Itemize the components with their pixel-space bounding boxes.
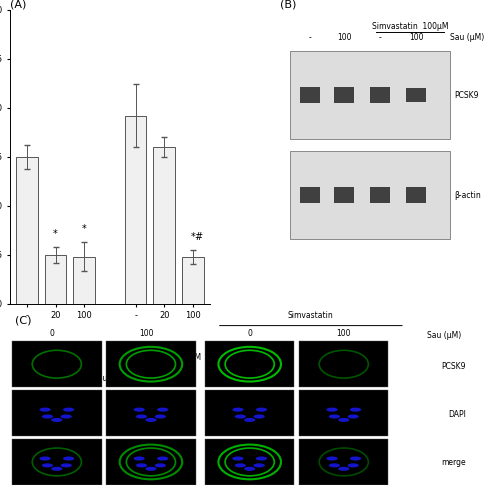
Circle shape <box>133 408 145 412</box>
Text: β-actin: β-actin <box>454 191 481 199</box>
Circle shape <box>326 408 338 412</box>
Text: DAPI: DAPI <box>448 410 466 419</box>
Bar <box>125 116 147 304</box>
Text: (B): (B) <box>280 0 296 9</box>
Bar <box>153 147 175 304</box>
Bar <box>370 187 390 203</box>
Bar <box>12 439 101 485</box>
Circle shape <box>133 457 145 461</box>
Circle shape <box>244 418 255 422</box>
Text: 100: 100 <box>337 329 351 338</box>
Text: 100: 100 <box>409 33 423 42</box>
Circle shape <box>326 457 338 461</box>
Bar <box>300 87 320 103</box>
Circle shape <box>157 457 169 461</box>
Text: PCSK9: PCSK9 <box>454 91 479 99</box>
Text: PCSK9: PCSK9 <box>441 362 466 371</box>
Circle shape <box>329 415 340 418</box>
Circle shape <box>253 464 265 467</box>
Circle shape <box>256 457 267 461</box>
Circle shape <box>256 408 267 412</box>
Circle shape <box>350 457 361 461</box>
Text: #: # <box>194 232 202 242</box>
Text: *: * <box>191 232 195 242</box>
Text: Sau (μM): Sau (μM) <box>427 331 462 340</box>
Bar <box>290 151 450 239</box>
Bar <box>205 439 294 485</box>
Bar <box>106 341 196 387</box>
Bar <box>106 439 196 485</box>
Bar <box>74 257 95 304</box>
Bar <box>106 390 196 436</box>
Circle shape <box>42 464 53 467</box>
Text: merge: merge <box>441 458 466 467</box>
Circle shape <box>145 418 157 422</box>
Circle shape <box>350 408 361 412</box>
Text: 100: 100 <box>337 33 351 42</box>
Circle shape <box>253 415 265 418</box>
Circle shape <box>338 467 349 471</box>
Circle shape <box>338 418 349 422</box>
Bar <box>299 341 389 387</box>
Text: (A): (A) <box>10 0 26 9</box>
Text: Simvastatin: Simvastatin <box>288 312 334 320</box>
Text: (C): (C) <box>15 316 31 325</box>
Text: 100: 100 <box>139 329 153 338</box>
Circle shape <box>51 418 63 422</box>
Circle shape <box>155 415 166 418</box>
Circle shape <box>244 467 255 471</box>
Bar <box>12 390 101 436</box>
Text: Simvastatin 100μM: Simvastatin 100μM <box>127 353 201 362</box>
Bar <box>205 341 294 387</box>
Text: Simvastatin  100μM: Simvastatin 100μM <box>372 22 448 30</box>
Circle shape <box>347 464 359 467</box>
Circle shape <box>329 464 340 467</box>
Bar <box>45 255 66 304</box>
Bar <box>16 157 38 304</box>
Text: Sau (μM): Sau (μM) <box>450 33 485 42</box>
Circle shape <box>347 415 359 418</box>
Circle shape <box>42 415 53 418</box>
Text: 0: 0 <box>49 329 54 338</box>
Text: Sau (μM): Sau (μM) <box>93 374 127 383</box>
Bar <box>334 187 354 203</box>
Bar <box>299 390 389 436</box>
Circle shape <box>157 408 169 412</box>
Bar <box>406 187 426 203</box>
Circle shape <box>136 415 147 418</box>
Circle shape <box>63 408 74 412</box>
Text: 0: 0 <box>247 329 252 338</box>
Circle shape <box>155 464 166 467</box>
Bar <box>182 257 203 304</box>
Bar <box>290 51 450 139</box>
Circle shape <box>232 408 244 412</box>
Bar <box>299 439 389 485</box>
Circle shape <box>232 457 244 461</box>
Bar <box>300 187 320 203</box>
Circle shape <box>39 408 51 412</box>
Circle shape <box>145 467 157 471</box>
Text: *: * <box>82 224 87 234</box>
Circle shape <box>51 467 63 471</box>
Text: *: * <box>53 229 58 239</box>
Circle shape <box>63 457 74 461</box>
Circle shape <box>235 464 246 467</box>
Bar <box>370 87 390 103</box>
Bar <box>12 341 101 387</box>
Bar <box>205 390 294 436</box>
Bar <box>406 88 426 102</box>
Circle shape <box>61 415 72 418</box>
Circle shape <box>235 415 246 418</box>
Circle shape <box>61 464 72 467</box>
Bar <box>334 87 354 103</box>
Text: -: - <box>379 33 382 42</box>
Circle shape <box>136 464 147 467</box>
Circle shape <box>39 457 51 461</box>
Text: -: - <box>309 33 312 42</box>
